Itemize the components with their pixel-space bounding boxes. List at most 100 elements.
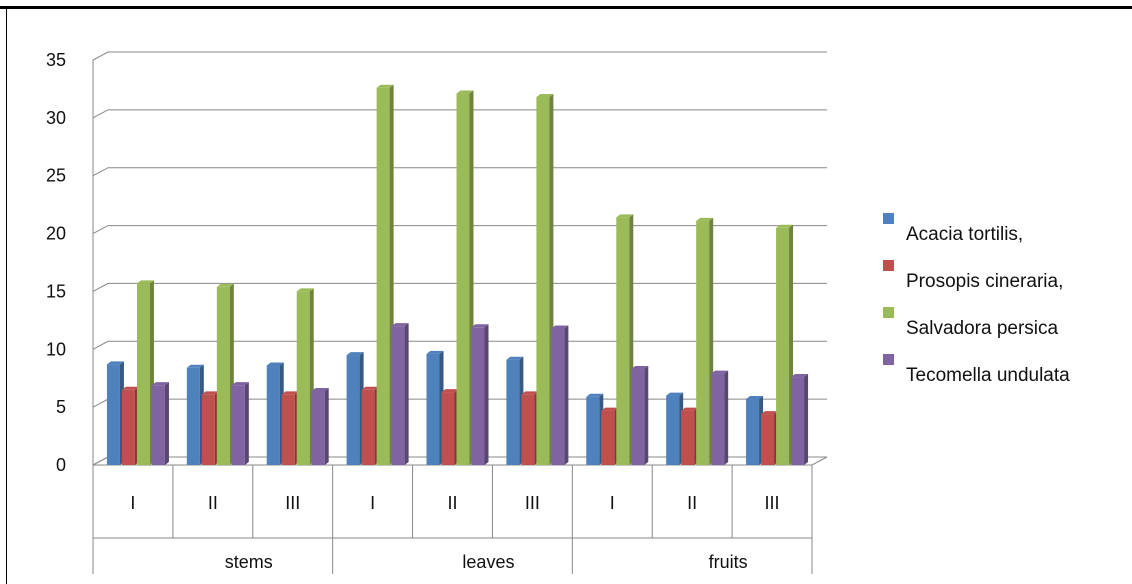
bar-front — [681, 410, 695, 465]
bar-top — [631, 365, 649, 369]
bar-side — [324, 387, 329, 465]
bar — [696, 217, 714, 465]
bar — [231, 382, 249, 465]
bar-front — [376, 87, 390, 466]
gridline — [92, 167, 827, 177]
bar-top — [746, 396, 764, 400]
bar — [776, 224, 794, 465]
y-tick-label: 0 — [56, 455, 66, 475]
gridline — [92, 282, 827, 292]
bar — [391, 323, 409, 465]
bar — [711, 370, 729, 465]
legend-swatch — [883, 354, 894, 365]
bar — [746, 396, 764, 465]
legend-swatch — [883, 307, 894, 318]
legend-item: Salvadora persica — [883, 307, 1059, 339]
bar-front — [216, 286, 230, 465]
bar-side — [724, 370, 729, 465]
bar — [521, 391, 539, 465]
gridline — [92, 225, 827, 235]
bar-side — [404, 323, 409, 465]
bar-front — [441, 392, 455, 465]
bar-front — [616, 217, 630, 465]
bar-front — [121, 389, 135, 465]
left-border — [6, 6, 7, 584]
x-tick-label: I — [610, 493, 615, 513]
bar — [361, 386, 379, 465]
bars — [106, 84, 809, 466]
bar-top — [761, 411, 779, 415]
bar — [106, 361, 124, 465]
bar — [151, 382, 169, 465]
bar-front — [711, 373, 725, 465]
bar-front — [106, 364, 120, 465]
y-tick-label: 35 — [46, 50, 66, 70]
bar-top — [506, 356, 524, 360]
x-tick-label: II — [687, 493, 697, 513]
bar-side — [804, 374, 809, 465]
bar — [216, 283, 234, 465]
x-group-label: fruits — [709, 552, 748, 572]
bar-top — [346, 352, 364, 356]
bar-side — [644, 365, 649, 465]
bar-top — [231, 382, 249, 386]
bar — [441, 389, 459, 465]
gridline — [92, 340, 827, 350]
x-tick-label: II — [447, 493, 457, 513]
x-tick-label: I — [130, 493, 135, 513]
bar-top — [216, 283, 234, 287]
bar — [346, 352, 364, 465]
bar-front — [776, 227, 790, 465]
gridline — [92, 51, 827, 61]
bar-front — [281, 394, 295, 465]
bar-front — [521, 394, 535, 465]
bar-top — [791, 374, 809, 378]
bar-front — [471, 327, 485, 465]
bar-top — [601, 407, 619, 411]
y-axis: 0 5 10 15 20 25 30 35 — [46, 50, 66, 475]
bar — [426, 350, 444, 465]
bar-front — [761, 414, 775, 465]
bar-top — [456, 90, 474, 94]
y-tick-label: 5 — [56, 397, 66, 417]
bar-front — [426, 353, 440, 465]
bar-front — [791, 377, 805, 465]
gridline — [92, 109, 827, 119]
bar-top — [776, 224, 794, 228]
bar — [186, 364, 204, 465]
bar-top — [696, 217, 714, 221]
bar-top — [426, 350, 444, 354]
bar — [281, 391, 299, 465]
bar — [296, 288, 314, 465]
legend-item: Tecomella undulata — [883, 354, 1070, 386]
bar — [791, 374, 809, 465]
x-tick-label: III — [525, 493, 540, 513]
bar — [121, 386, 139, 465]
x-group-label: leaves — [462, 552, 514, 572]
bar — [666, 392, 684, 465]
legend-swatch — [883, 260, 894, 271]
y-tick-label: 10 — [46, 339, 66, 359]
legend-item: Prosopis cineraria, — [883, 260, 1063, 292]
bar-front — [346, 355, 360, 465]
bar — [681, 407, 699, 465]
bar-front — [231, 385, 245, 465]
bar-top — [151, 382, 169, 386]
legend-item: Acacia tortilis, — [883, 213, 1023, 245]
bar-top — [361, 386, 379, 390]
y-tick-label: 25 — [46, 166, 66, 186]
x-group-label: stems — [225, 552, 273, 572]
bar-side — [244, 382, 249, 465]
bar-top — [106, 361, 124, 365]
bar-front — [666, 395, 680, 465]
bar — [311, 387, 329, 465]
bar — [601, 407, 619, 465]
bar — [376, 84, 394, 466]
bar-top — [296, 288, 314, 292]
bar-front — [136, 283, 150, 465]
bar — [551, 325, 569, 465]
bar-front — [296, 291, 310, 465]
bar-front — [601, 410, 615, 465]
bar-front — [201, 394, 215, 465]
